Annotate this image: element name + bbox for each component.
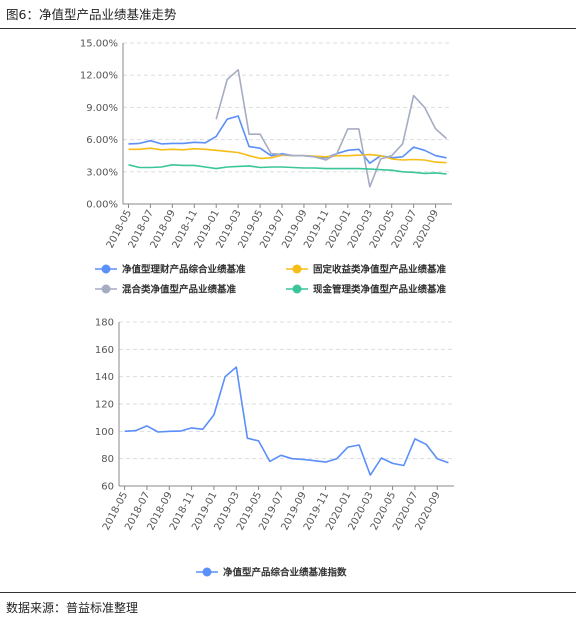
y-tick-label: 140 bbox=[95, 372, 114, 383]
legend-label: 混合类净值型产品业绩基准 bbox=[122, 284, 237, 296]
y-tick-label: 0.00% bbox=[86, 200, 118, 211]
legend-marker bbox=[292, 284, 302, 294]
legend-marker bbox=[101, 264, 111, 274]
legend-label: 净值型理财产品综合业绩基准 bbox=[122, 264, 246, 276]
legend-label: 固定收益类净值型产品业绩基准 bbox=[313, 264, 447, 276]
series-line-4 bbox=[128, 164, 447, 175]
y-tick-label: 80 bbox=[101, 454, 114, 465]
legend-marker bbox=[292, 264, 302, 274]
top-rule bbox=[0, 28, 576, 29]
y-tick-label: 3.00% bbox=[86, 167, 118, 178]
y-tick-label: 180 bbox=[95, 318, 114, 329]
y-tick-label: 160 bbox=[95, 345, 114, 356]
source-note: 数据来源：普益标准整理 bbox=[6, 601, 139, 615]
chart-1: 0.00%3.00%6.00%9.00%12.00%15.00%2018-052… bbox=[80, 39, 452, 296]
figure-title: 图6：净值型产品业绩基准走势 bbox=[6, 7, 177, 22]
legend-marker bbox=[101, 284, 111, 294]
y-tick-label: 6.00% bbox=[86, 135, 118, 146]
legend-label: 净值型产品综合业绩基准指数 bbox=[223, 567, 347, 579]
y-tick-label: 12.00% bbox=[80, 71, 118, 82]
legend-marker bbox=[202, 567, 212, 577]
series-line-3 bbox=[215, 69, 448, 188]
y-tick-label: 100 bbox=[95, 427, 114, 438]
series-line-1 bbox=[124, 366, 449, 476]
y-tick-label: 60 bbox=[101, 482, 114, 493]
y-tick-label: 120 bbox=[95, 400, 114, 411]
y-tick-label: 9.00% bbox=[86, 103, 118, 114]
y-tick-label: 15.00% bbox=[80, 39, 118, 50]
legend-label: 现金管理类净值型产品业绩基准 bbox=[313, 284, 447, 296]
bottom-rule bbox=[0, 592, 576, 593]
chart-2: 60801001201401601802018-052018-072018-09… bbox=[95, 318, 454, 579]
